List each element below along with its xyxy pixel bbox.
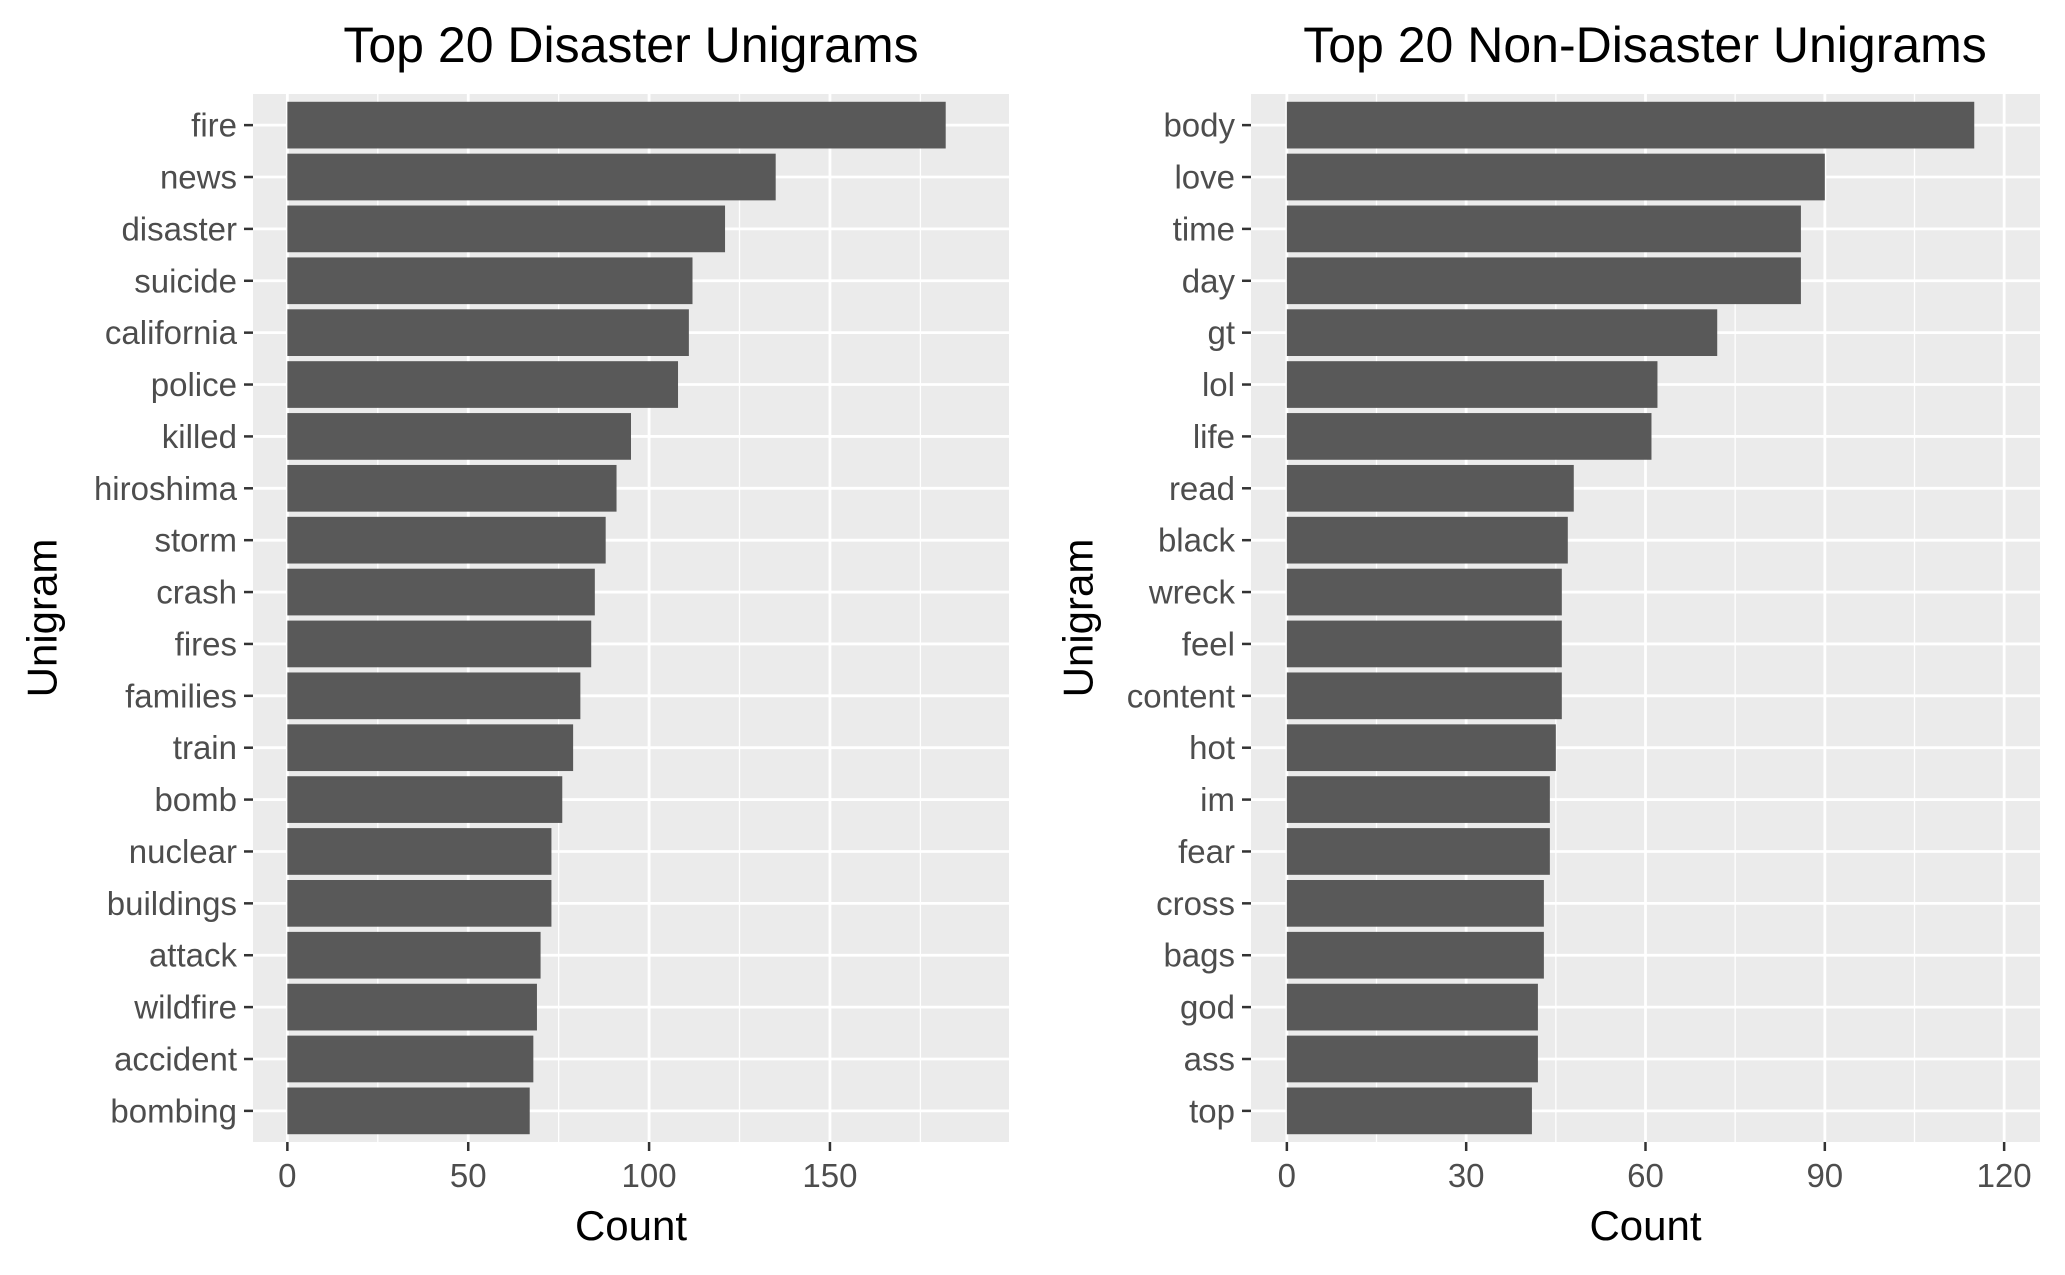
x-tick-label: 100 xyxy=(622,1157,677,1194)
y-tick-label: attack xyxy=(149,937,238,974)
y-tick-label: feel xyxy=(1182,625,1235,662)
y-axis-title: Unigram xyxy=(19,539,66,698)
bar-bags xyxy=(1286,931,1544,979)
y-tick-label: california xyxy=(105,314,238,351)
bar-fear xyxy=(1286,828,1550,875)
x-tick-label: 0 xyxy=(278,1157,296,1194)
bar-news xyxy=(287,153,776,201)
y-tick-label: love xyxy=(1174,159,1235,196)
bar-cross xyxy=(1286,880,1544,927)
bar-day xyxy=(1286,257,1801,305)
y-tick-label: wreck xyxy=(1148,574,1236,611)
bar-storm xyxy=(287,516,606,564)
chart-panel-2: body love time day gt lol life read black wreck fe… xyxy=(1055,17,2040,1249)
bar-fires xyxy=(287,620,592,668)
y-tick-label: fires xyxy=(175,625,237,662)
y-tick-label: accident xyxy=(114,1040,237,1077)
y-tick-label: suicide xyxy=(134,262,237,299)
y-tick-label: bombing xyxy=(110,1092,237,1129)
y-tick-label: train xyxy=(173,729,237,766)
bar-bombing xyxy=(287,1087,530,1135)
bar-hot xyxy=(1286,724,1556,772)
bar-suicide xyxy=(287,257,693,305)
y-tick-label: nuclear xyxy=(129,833,237,870)
x-axis-title: Count xyxy=(1589,1202,1701,1249)
bar-wreck xyxy=(1286,568,1562,616)
x-tick-label: 120 xyxy=(1977,1157,2032,1194)
x-tick-label: 50 xyxy=(450,1157,487,1194)
bar-disaster xyxy=(287,205,726,253)
y-tick-label: im xyxy=(1200,781,1235,818)
bar-hiroshima xyxy=(287,464,617,512)
y-tick-label: buildings xyxy=(107,885,237,922)
y-tick-label: killed xyxy=(162,418,237,455)
bar-police xyxy=(287,361,679,408)
y-tick-label: content xyxy=(1127,677,1235,714)
bar-lol xyxy=(1286,361,1658,408)
bar-train xyxy=(287,724,574,772)
x-tick-label: 90 xyxy=(1806,1157,1843,1194)
chart-panel-1: fire news disaster suicide california police k… xyxy=(19,17,1009,1249)
bar-feel xyxy=(1286,620,1562,668)
y-tick-label: fire xyxy=(191,107,237,144)
x-tick-label: 150 xyxy=(802,1157,857,1194)
bar-nuclear xyxy=(287,828,552,875)
bar-im xyxy=(1286,776,1550,823)
y-tick-label: bomb xyxy=(154,781,237,818)
bar-gt xyxy=(1286,309,1718,356)
bar-families xyxy=(287,672,581,720)
bar-black xyxy=(1286,516,1568,564)
y-tick-label: families xyxy=(125,677,237,714)
y-tick-label: god xyxy=(1180,989,1235,1026)
y-tick-label: hot xyxy=(1189,729,1235,766)
bar-content xyxy=(1286,672,1562,720)
y-tick-label: hiroshima xyxy=(94,470,238,507)
bar-life xyxy=(1286,413,1652,460)
y-tick-label: crash xyxy=(156,574,237,611)
y-axis-title: Unigram xyxy=(1055,539,1102,698)
y-tick-label: storm xyxy=(155,522,238,559)
x-tick-label: 30 xyxy=(1448,1157,1485,1194)
bar-buildings xyxy=(287,880,552,927)
y-tick-label: day xyxy=(1182,262,1236,299)
y-tick-label: time xyxy=(1173,210,1235,247)
y-tick-label: read xyxy=(1169,470,1235,507)
chart-title: Top 20 Non-Disaster Unigrams xyxy=(1303,17,1987,73)
bar-accident xyxy=(287,1035,534,1083)
bar-read xyxy=(1286,464,1574,512)
bar-top xyxy=(1286,1087,1532,1135)
bar-ass xyxy=(1286,1035,1538,1083)
y-tick-label: news xyxy=(160,159,237,196)
bar-california xyxy=(287,309,689,356)
bar-body xyxy=(1286,101,1975,149)
y-tick-label: disaster xyxy=(121,210,237,247)
y-tick-label: ass xyxy=(1184,1040,1235,1077)
y-tick-label: bags xyxy=(1163,937,1235,974)
bar-love xyxy=(1286,153,1825,201)
x-tick-label: 60 xyxy=(1627,1157,1664,1194)
bar-bomb xyxy=(287,776,563,823)
y-tick-label: black xyxy=(1158,522,1236,559)
y-tick-label: body xyxy=(1163,107,1235,144)
y-tick-label: lol xyxy=(1202,366,1235,403)
bar-crash xyxy=(287,568,595,616)
y-tick-label: police xyxy=(151,366,237,403)
y-tick-label: fear xyxy=(1178,833,1235,870)
bar-attack xyxy=(287,931,541,979)
y-tick-label: gt xyxy=(1207,314,1235,351)
bar-wildfire xyxy=(287,983,537,1031)
bar-time xyxy=(1286,205,1801,253)
y-tick-label: life xyxy=(1193,418,1235,455)
y-tick-label: wildfire xyxy=(133,989,237,1026)
chart-title: Top 20 Disaster Unigrams xyxy=(343,17,918,73)
x-tick-label: 0 xyxy=(1278,1157,1296,1194)
y-tick-label: cross xyxy=(1156,885,1235,922)
x-axis-title: Count xyxy=(575,1202,687,1249)
bar-god xyxy=(1286,983,1538,1031)
y-tick-label: top xyxy=(1189,1092,1235,1129)
bar-killed xyxy=(287,413,631,460)
bar-fire xyxy=(287,101,946,149)
